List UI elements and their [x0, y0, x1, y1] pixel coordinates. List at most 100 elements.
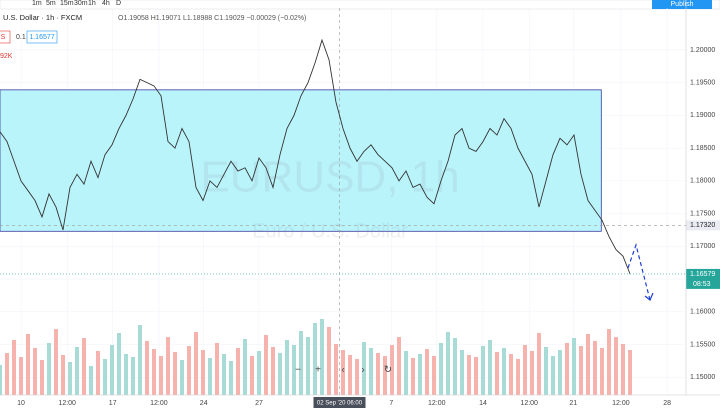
volume-bar [495, 352, 499, 395]
volume-bar [369, 348, 373, 395]
last-price-bg [686, 268, 720, 289]
timeframe[interactable]: 5m [46, 0, 56, 7]
publish-button[interactable] [652, 0, 712, 9]
volume-bar [551, 356, 555, 395]
spread: 0.1 [16, 34, 26, 41]
volume-bar [376, 353, 380, 395]
volume-bar [278, 353, 282, 395]
x-tick-label: 10 [17, 400, 25, 407]
scroll-right[interactable]: › [361, 365, 364, 376]
volume-bar [12, 340, 16, 395]
volume-bar [215, 343, 219, 395]
y-tick-label: 1.17500 [690, 210, 715, 217]
volume-bar [334, 344, 338, 395]
y-tick-label: 1.20000 [690, 47, 715, 54]
timeframe[interactable]: 4h [102, 0, 110, 7]
x-tick-label: 12:00 [58, 400, 76, 407]
volume-bar [285, 340, 289, 395]
watermark-sub: Euro / U.S. Dollar [252, 220, 408, 242]
timeframe[interactable]: 1m [32, 0, 42, 7]
countdown: 08:53 [693, 281, 711, 288]
volume-bar [579, 346, 583, 395]
x-tick-label: 14 [479, 400, 487, 407]
volume-bar [565, 343, 569, 395]
volume-bar [453, 338, 457, 395]
timeframe[interactable]: 30m [74, 0, 88, 7]
buy-badge[interactable] [26, 30, 58, 44]
volume-bar [229, 361, 233, 395]
y-tick-label: 1.16000 [690, 309, 715, 316]
y-tick-label: 1.15500 [690, 341, 715, 348]
volume-bar [19, 357, 23, 395]
zoom-out[interactable]: − [295, 365, 301, 376]
volume-bar [166, 337, 170, 395]
x-tick-label: 27 [255, 400, 263, 407]
volume-bar [306, 337, 310, 395]
volume-bar [425, 349, 429, 395]
x-tick-label: 7 [389, 400, 393, 407]
x-tick-label: 12:00 [150, 400, 168, 407]
volume-bar [145, 341, 149, 395]
volume-bar [502, 348, 506, 395]
x-tick-label: 28 [663, 400, 671, 407]
y-tick-label: 1.17000 [690, 243, 715, 250]
volume-bar [516, 359, 520, 395]
volume-bar [446, 332, 450, 395]
volume-bar [313, 323, 317, 395]
sell-label[interactable]: S [1, 34, 6, 41]
arrow-head [644, 292, 654, 301]
volume-bar [418, 354, 422, 395]
volume-bar [236, 348, 240, 395]
scroll-left[interactable]: ‹ [341, 365, 344, 376]
volume-bar [355, 359, 359, 395]
volume-bar [348, 355, 352, 395]
timeframe[interactable]: 1h [88, 0, 96, 7]
volume-bar [40, 360, 44, 395]
y-tick-label: 1.15000 [690, 374, 715, 381]
zoom-in[interactable]: + [315, 365, 321, 376]
x-tick-label: 17 [109, 400, 117, 407]
watermark: EURUSD, 1h [200, 153, 459, 202]
volume-label: 92K [0, 53, 13, 60]
volume-bar [82, 338, 86, 395]
volume-bar [33, 348, 37, 395]
volume-bar [131, 357, 135, 395]
reset[interactable]: ↻ [384, 365, 392, 376]
volume-bar [0, 365, 2, 395]
price-line [0, 38, 631, 275]
timeframes: 1m 5m 15m 30m 1h 4h D [32, 0, 121, 7]
volume-bar [558, 350, 562, 395]
volume-bar [341, 350, 345, 395]
forecast-arrow [627, 242, 651, 301]
timeframe[interactable]: 15m [60, 0, 74, 7]
volume-bar [614, 337, 618, 395]
volume-bar [460, 350, 464, 395]
crosshair-price-label: 1.17320 [690, 222, 715, 229]
volume-bar [327, 327, 331, 395]
volume-bar [257, 351, 261, 395]
volume-bar [530, 351, 534, 395]
plot-area: 1.20000 1.19500 1.19000 1.18500 1.18000 1.175… [0, 8, 720, 408]
volume-bar [621, 344, 625, 395]
volume-bar [103, 359, 107, 395]
volume-bar [523, 345, 527, 395]
volume-bar [243, 339, 247, 395]
y-tick-label: 1.19500 [690, 79, 715, 86]
y-tick-label: 1.18000 [690, 178, 715, 185]
timeframe[interactable]: D [116, 0, 121, 7]
volume-bar [593, 341, 597, 395]
volume-bar [264, 335, 268, 395]
volume-bar [75, 347, 79, 395]
volume-bar [138, 325, 142, 395]
volume-bar [124, 354, 128, 395]
volume-bar [222, 354, 226, 395]
x-tick-label: 12:00 [428, 400, 446, 407]
publish-label[interactable]: Publish [671, 1, 694, 8]
volume-bar [439, 343, 443, 395]
sell-badge[interactable] [0, 30, 11, 44]
buy-label[interactable]: 1.16577 [29, 34, 54, 41]
volume-bar [194, 332, 198, 395]
volume-bar [586, 334, 590, 395]
x-tick-label: 12:00 [612, 400, 630, 407]
